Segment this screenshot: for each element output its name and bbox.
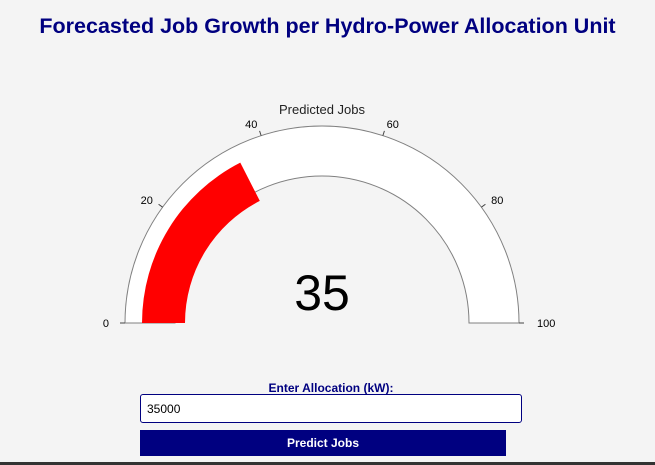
gauge-tick-mark (158, 203, 163, 208)
gauge-tick-label: 100 (537, 318, 555, 330)
allocation-label: Enter Allocation (kW): (268, 381, 394, 395)
predict-jobs-button[interactable]: Predict Jobs (140, 430, 506, 456)
gauge-tick-label: 0 (103, 318, 109, 330)
bottom-divider (0, 462, 655, 465)
gauge-tick-label: 40 (245, 119, 257, 131)
page-title: Forecasted Job Growth per Hydro-Power Al… (39, 14, 616, 38)
gauge-tick-label: 80 (491, 195, 503, 207)
gauge-ticks: 0 20 40 60 80 100 (103, 119, 555, 330)
gauge-tick-mark (481, 203, 486, 208)
allocation-input[interactable] (140, 394, 522, 423)
gauge-tick-label: 20 (141, 195, 153, 207)
gauge-value-label: 35 (294, 265, 350, 321)
gauge-tick-mark (259, 130, 262, 136)
gauge-title: Predicted Jobs (279, 102, 365, 117)
gauge-tick-label: 60 (387, 119, 399, 131)
gauge-tick-mark (382, 130, 385, 136)
gauge-value-bar (142, 162, 260, 323)
predicted-jobs-gauge: Predicted Jobs 0 20 40 60 80 100 35 (103, 102, 555, 330)
